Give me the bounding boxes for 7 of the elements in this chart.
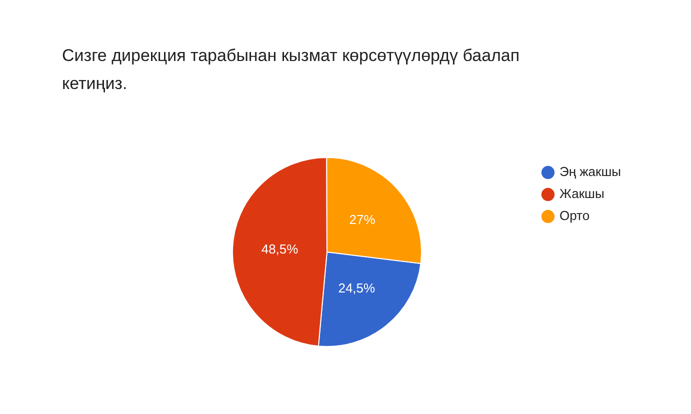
data-label: 27% (349, 212, 376, 228)
data-label: 24,5% (338, 280, 376, 296)
chart-title: Сизге дирекция тарабынан кызмат көрсөтүүлөрдү баалап кетиңиз. (62, 45, 521, 95)
legend-label: Эң жакшы (559, 164, 622, 180)
data-label: 48,5% (261, 242, 299, 257)
legend-label: Жакшы (559, 186, 604, 202)
legend-label: Орто (559, 208, 590, 224)
